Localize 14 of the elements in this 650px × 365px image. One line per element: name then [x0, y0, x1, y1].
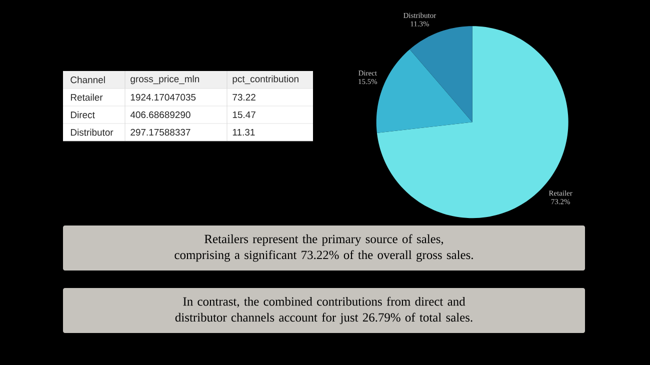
- text: 15.47: [232, 111, 256, 118]
- text: Distributor: [70, 128, 114, 136]
- text: 73.22: [232, 94, 256, 101]
- text: pct_contribution: [232, 75, 298, 84]
- text: 406.68689290: [130, 111, 190, 118]
- text: Direct: [70, 111, 95, 118]
- text: Retailer: [70, 94, 103, 101]
- text: 1924.17047035: [130, 94, 196, 101]
- text: Retailers represent the primary source of sales, comprising a significant 73.22% of the overall gross sales.: [174, 234, 473, 262]
- text: In contrast, the combined contributions from direct and distributor channels account for just 26.79% of total sales.: [175, 296, 472, 324]
- text: 297.17588337: [130, 128, 190, 136]
- text: Channel: [70, 76, 105, 84]
- text: 11.31: [232, 128, 255, 136]
- text: gross_price_mln: [130, 75, 200, 84]
